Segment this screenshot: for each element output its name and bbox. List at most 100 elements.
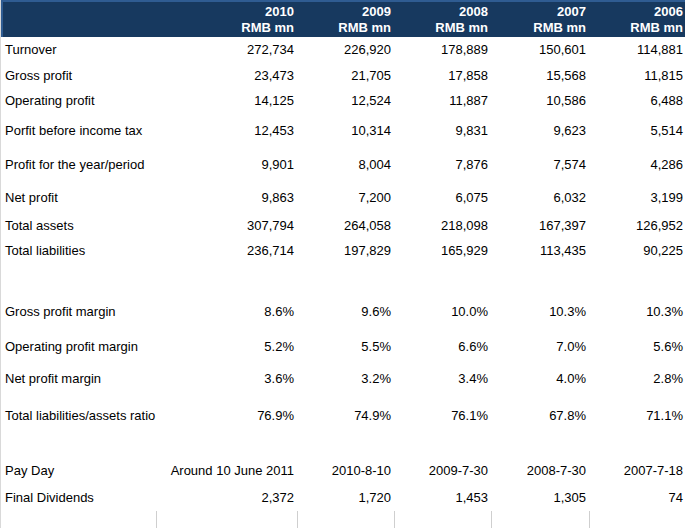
row-label: Gross profit margin — [2, 293, 156, 329]
cell-value: 5.5% — [297, 329, 394, 363]
cell-value: 8,004 — [297, 147, 394, 182]
header-row: 2010 RMB mn 2009 RMB mn 2008 RMB mn 2007… — [2, 1, 685, 37]
cell-value: 10,586 — [491, 88, 589, 113]
cell-value: 7,876 — [394, 147, 491, 182]
gridline-cell — [2, 511, 156, 528]
cell-value: 6,032 — [491, 182, 589, 212]
column-year: 2007 — [491, 4, 586, 20]
cell-value: 3.4% — [394, 363, 491, 393]
cell-value: 71.1% — [589, 393, 685, 438]
column-unit: RMB mn — [156, 20, 294, 36]
cell-value: 2010-8-10 — [297, 456, 394, 484]
gridline-cell — [394, 511, 491, 528]
column-unit: RMB mn — [394, 20, 488, 36]
cell-value: 1,720 — [297, 484, 394, 511]
cell-value: 150,601 — [491, 37, 589, 62]
gridline-cell — [589, 511, 685, 528]
table-row-turnover: Turnover 272,734 226,920 178,889 150,601… — [2, 37, 685, 62]
column-year: 2010 — [156, 4, 294, 20]
financial-summary-table: 2010 RMB mn 2009 RMB mn 2008 RMB mn 2007… — [1, 0, 685, 528]
cell-value: 3.6% — [156, 363, 297, 393]
cell-value: 74.9% — [297, 393, 394, 438]
row-label: Operating profit — [2, 88, 156, 113]
table-row-final-dividends: Final Dividends 2,372 1,720 1,453 1,305 … — [2, 484, 685, 511]
cell-value: 1,305 — [491, 484, 589, 511]
cell-value: 272,734 — [156, 37, 297, 62]
table-row-operating-profit-margin: Operating profit margin 5.2% 5.5% 6.6% 7… — [2, 329, 685, 363]
cell-value: Around 10 June 2011 — [156, 456, 297, 484]
cell-value: 2007-7-18 — [589, 456, 685, 484]
table-row-operating-profit: Operating profit 14,125 12,524 11,887 10… — [2, 88, 685, 113]
column-year: 2006 — [589, 4, 683, 20]
row-label: Net profit margin — [2, 363, 156, 393]
cell-value: 12,524 — [297, 88, 394, 113]
cell-value: 15,568 — [491, 62, 589, 88]
cell-value: 67.8% — [491, 393, 589, 438]
column-year: 2009 — [297, 4, 391, 20]
cell-value: 9,831 — [394, 113, 491, 147]
column-header-2006: 2006 RMB mn — [589, 1, 685, 37]
cell-value: 7.0% — [491, 329, 589, 363]
cell-value: 2008-7-30 — [491, 456, 589, 484]
row-label: Gross profit — [2, 62, 156, 88]
cell-value: 9,901 — [156, 147, 297, 182]
cell-value: 23,473 — [156, 62, 297, 88]
gridline-row — [2, 511, 685, 528]
cell-value: 10.0% — [394, 293, 491, 329]
column-header-2009: 2009 RMB mn — [297, 1, 394, 37]
table-row-total-liabilities: Total liabilities 236,714 197,829 165,92… — [2, 238, 685, 263]
cell-value: 167,397 — [491, 212, 589, 238]
table-row-net-profit: Net profit 9,863 7,200 6,075 6,032 3,199 — [2, 182, 685, 212]
cell-value: 178,889 — [394, 37, 491, 62]
row-label: Net profit — [2, 182, 156, 212]
corner-cell — [2, 1, 156, 37]
table-row-pay-day: Pay Day Around 10 June 2011 2010-8-10 20… — [2, 456, 685, 484]
cell-value: 1,453 — [394, 484, 491, 511]
row-label: Porfit before income tax — [2, 113, 156, 147]
cell-value: 12,453 — [156, 113, 297, 147]
cell-value: 3.2% — [297, 363, 394, 393]
cell-value: 21,705 — [297, 62, 394, 88]
cell-value: 2,372 — [156, 484, 297, 511]
cell-value: 76.1% — [394, 393, 491, 438]
table-row-profit-before-income-tax: Porfit before income tax 12,453 10,314 9… — [2, 113, 685, 147]
cell-value: 226,920 — [297, 37, 394, 62]
cell-value: 9,623 — [491, 113, 589, 147]
cell-value: 6,075 — [394, 182, 491, 212]
table-row-profit-for-period: Profit for the year/period 9,901 8,004 7… — [2, 147, 685, 182]
cell-value: 76.9% — [156, 393, 297, 438]
cell-value: 6,488 — [589, 88, 685, 113]
row-label: Total assets — [2, 212, 156, 238]
table-row-liabilities-assets-ratio: Total liabilities/assets ratio 76.9% 74.… — [2, 393, 685, 438]
gridline-cell — [491, 511, 589, 528]
cell-value: 4.0% — [491, 363, 589, 393]
cell-value: 11,887 — [394, 88, 491, 113]
cell-value: 5.6% — [589, 329, 685, 363]
spacer-row — [2, 263, 685, 293]
row-label: Total liabilities/assets ratio — [2, 393, 156, 438]
cell-value: 218,098 — [394, 212, 491, 238]
row-label: Pay Day — [2, 456, 156, 484]
cell-value: 10.3% — [491, 293, 589, 329]
table-row-gross-profit-margin: Gross profit margin 8.6% 9.6% 10.0% 10.3… — [2, 293, 685, 329]
spacer-row — [2, 438, 685, 456]
cell-value: 114,881 — [589, 37, 685, 62]
cell-value: 7,574 — [491, 147, 589, 182]
cell-value: 11,815 — [589, 62, 685, 88]
cell-value: 3,199 — [589, 182, 685, 212]
row-label: Total liabilities — [2, 238, 156, 263]
row-label: Final Dividends — [2, 484, 156, 511]
row-label: Profit for the year/period — [2, 147, 156, 182]
column-unit: RMB mn — [589, 20, 683, 36]
cell-value: 14,125 — [156, 88, 297, 113]
cell-value: 7,200 — [297, 182, 394, 212]
table-row-total-assets: Total assets 307,794 264,058 218,098 167… — [2, 212, 685, 238]
cell-value: 9.6% — [297, 293, 394, 329]
column-header-2007: 2007 RMB mn — [491, 1, 589, 37]
table-row-net-profit-margin: Net profit margin 3.6% 3.2% 3.4% 4.0% 2.… — [2, 363, 685, 393]
cell-value: 10.3% — [589, 293, 685, 329]
cell-value: 2.8% — [589, 363, 685, 393]
cell-value: 6.6% — [394, 329, 491, 363]
cell-value: 5,514 — [589, 113, 685, 147]
cell-value: 90,225 — [589, 238, 685, 263]
